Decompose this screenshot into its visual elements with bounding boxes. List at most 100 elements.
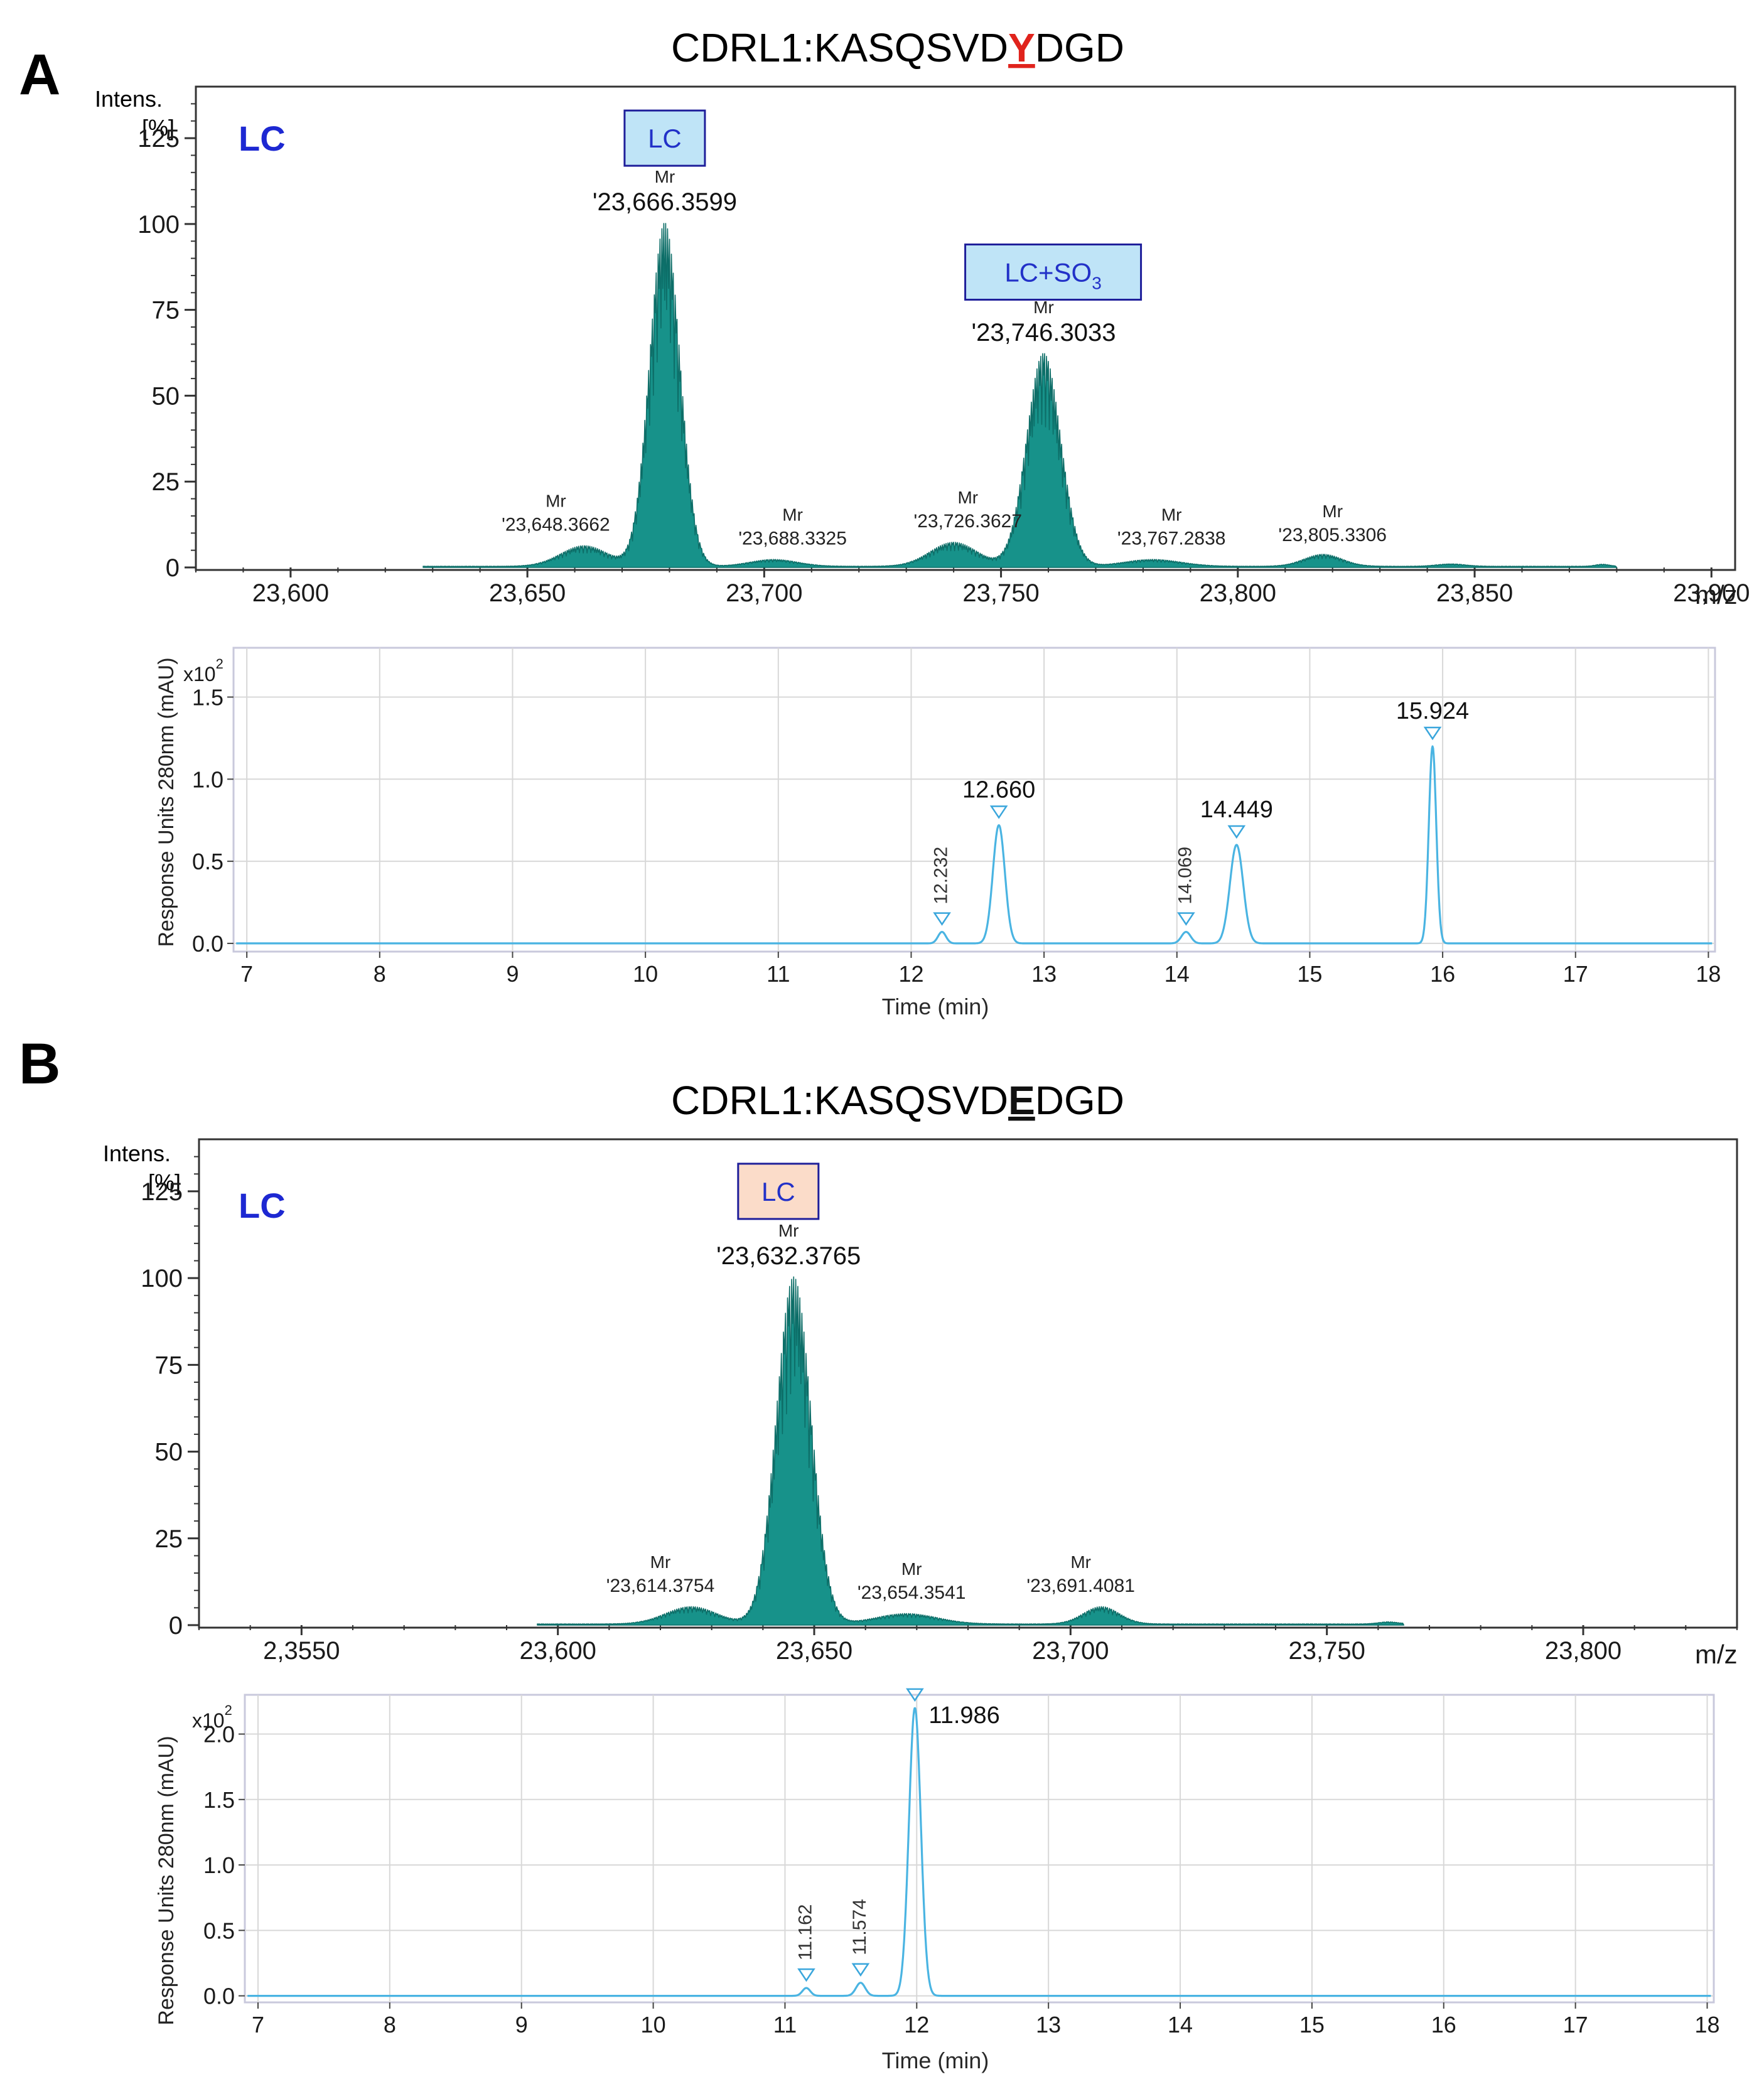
ms-y-tick-label: 50 [152,382,180,410]
peak-mr-label: Mr [1322,502,1343,521]
panel-letter-b: B [19,1032,60,1096]
peak-time-label: 15.924 [1396,698,1469,724]
chrom-x-tick-label: 11 [773,2012,797,2038]
chrom-x-tick-label: 14 [1164,961,1190,987]
peak-marker [989,805,1008,819]
ion-label: LC [648,124,682,153]
chrom-multiplier: x102 [183,656,223,685]
title-a: CDRL1:KASQSVDYDGD [671,25,1124,70]
ms-y-tick-label: 25 [155,1525,183,1553]
ms-frame [198,1138,1738,1629]
chromatogram-trace [247,1707,1712,1997]
peak-mr-label: Mr [546,491,566,511]
ms-y-tick-label: 75 [152,297,180,325]
ms-x-tick-label: 23,600 [252,579,329,607]
chromatogram-a: Response Units 280nm (mAU) Time (min) x1… [154,647,1721,1019]
peak-time-label: 11.574 [849,1899,870,1955]
chrom-x-tick-label: 18 [1694,2012,1719,2038]
peak-mass-label: '23,726.3627 [913,511,1022,532]
chrom-multiplier: x102 [192,1702,232,1732]
ms-x-tick-label: 23,750 [962,579,1039,607]
ion-label: LC+SO3 [1004,257,1101,293]
chrom-y-tick-label: 0.5 [203,1918,235,1943]
chrom-xlabel: Time (min) [882,2048,989,2073]
peak-mr-label: Mr [778,1221,799,1240]
peak-mr-label: Mr [1070,1552,1091,1572]
peak-marker [1423,726,1442,741]
corner-label-lc: LC [239,119,286,158]
peak-time-label: 12.232 [931,847,952,905]
peak-mass-label: '23,654.3541 [858,1582,966,1603]
peak-marker [933,912,951,926]
peak-mr-label: Mr [650,1552,671,1572]
chrom-x-tick-label: 18 [1696,961,1721,987]
chrom-x-tick-label: 7 [252,2012,264,2038]
chrom-y-tick-label: 0.5 [192,849,223,874]
ms-y-tick-label: 50 [155,1439,183,1466]
ms-y-tick-label: 0 [166,554,180,582]
peak-mass-label: '23,632.3765 [716,1242,861,1270]
chrom-x-tick-label: 12 [904,2012,929,2038]
peak-mass-label: '23,614.3754 [606,1576,715,1596]
peak-mass-label: '23,767.2838 [1117,529,1226,549]
mass-spectrum-b: Intens. [%] LC m/z 0 25 50 75 100 125 2,3550 23… [103,1138,1738,1669]
panel-a: A CDRL1:KASQSVDYDGD Intens. [%] LC m/z 0… [19,25,1750,1019]
ms-y-tick-label: 0 [169,1612,183,1640]
ms-x-tick-label: 23,600 [519,1637,596,1665]
peak-mass-label: '23,648.3662 [502,515,610,535]
chrom-y-tick-label: 0.0 [192,931,223,957]
ms-y-tick-label: 100 [141,1265,183,1292]
mass-spectrum-a: Intens. [%] LC m/z 0 25 50 75 100 125 23,600 23… [95,85,1750,610]
ms-y-tick-label: 125 [141,1178,183,1206]
corner-label-lc: LC [239,1186,286,1225]
ms-ylabel-unit: [%] [148,1169,181,1195]
ms-y-tick-label: 25 [152,468,180,496]
peak-mr-label: Mr [901,1559,922,1579]
ms-x-tick-label: 23,850 [1436,579,1513,607]
peak-mass-label: '23,688.3325 [738,529,847,549]
ms-x-tick-label: 2,3550 [263,1637,340,1665]
chrom-ylabel: Response Units 280nm (mAU) [154,1736,178,2025]
chromatogram-b: Response Units 280nm (mAU) Time (min) x1… [154,1688,1720,2073]
ms-x-tick-label: 23,700 [726,579,802,607]
peak-mass-label: '23,805.3306 [1278,525,1387,545]
chrom-x-tick-label: 9 [506,961,519,987]
peak-mr-label: Mr [1161,505,1182,525]
peak-mass-label: '23,746.3033 [971,319,1116,346]
chrom-y-tick-label: 0.0 [203,1984,235,2009]
chrom-x-tick-label: 10 [641,2012,666,2038]
ion-label: LC [761,1177,795,1206]
ms-ylabel-unit: [%] [142,115,175,141]
chrom-y-tick-label: 1.5 [203,1787,235,1813]
peak-mr-label: Mr [782,505,803,525]
ms-frame [195,85,1736,571]
peak-time-label: 12.660 [962,777,1035,803]
chrom-x-tick-label: 11 [766,961,790,987]
chrom-y-tick-label: 1.5 [192,684,223,710]
peak-marker [797,1968,815,1982]
chrom-y-tick-label: 1.0 [192,766,223,792]
ms-xunit: m/z [1695,580,1738,610]
panel-b: B CDRL1:KASQSVDEDGD Intens. [%] LC m/z 0… [19,1032,1738,2073]
ms-x-tick-label: 23,800 [1200,579,1276,607]
chrom-ylabel: Response Units 280nm (mAU) [154,657,178,947]
peak-time-label: 14.449 [1200,797,1273,823]
ms-x-tick-label: 23,700 [1032,1637,1109,1665]
chrom-x-tick-label: 9 [515,2012,528,2038]
peak-mr-label: Mr [655,167,675,186]
chrom-xlabel: Time (min) [882,994,989,1019]
chrom-x-tick-label: 15 [1299,2012,1325,2038]
chrom-y-tick-label: 1.0 [203,1852,235,1878]
ion-label-box [964,243,1143,301]
ms-x-tick-label: 23,750 [1288,1637,1365,1665]
chromatogram-trace [235,745,1713,945]
chrom-x-tick-label: 7 [240,961,253,987]
ms-y-tick-label: 125 [137,125,180,153]
ms-x-tick-label: 23,650 [489,579,566,607]
peak-marker [1177,912,1195,926]
chrom-x-tick-label: 8 [374,961,386,987]
peak-time-label: 14.069 [1175,847,1195,905]
chrom-x-tick-label: 17 [1563,961,1588,987]
chrom-frame [244,1694,1715,2004]
